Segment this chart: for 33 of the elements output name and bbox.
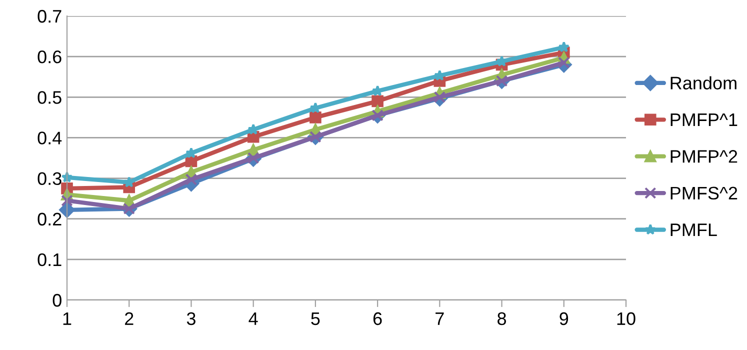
y-tick-label: 0.4 [38,132,62,144]
x-tick-label: 5 [311,312,320,326]
x-tick-label: 8 [498,312,506,326]
x-tick-label: 1 [63,312,72,325]
y-tick-label: 0 [52,294,62,307]
point [496,56,508,66]
point [558,56,570,69]
y-tick-label: 0.3 [38,172,62,186]
x-tick-label: 2 [125,312,134,325]
legend-label: Random [670,76,736,90]
x-tick-label: 4 [248,312,258,325]
point [185,174,198,186]
point [372,95,384,108]
y-tick-label: 0.6 [38,50,62,64]
legend-label: PMFS^2 [670,186,738,200]
legend-label: PMFP^1 [670,114,738,126]
legend-label: PMFL [670,224,717,236]
x-tick-label: 7 [436,312,444,325]
point [248,124,259,135]
x-tick-label: 3 [186,312,196,326]
x-tick-label: 6 [373,312,382,326]
point [558,41,570,52]
x-tick-label: 10 [617,312,636,326]
y-tick-label: 0.5 [38,91,62,104]
y-tick-label: 0.1 [38,253,62,266]
legend-label: PMFP^2 [670,150,738,163]
point [61,194,73,207]
y-tick-label: 0.7 [38,10,62,23]
point [434,91,446,104]
point [247,152,260,164]
x-tick-label: 9 [560,312,568,326]
y-tick-label: 0.2 [38,212,62,226]
point [310,112,322,124]
